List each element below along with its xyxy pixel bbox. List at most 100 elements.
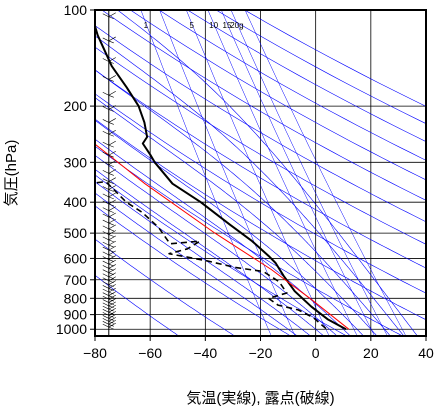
wind-barb: [102, 192, 116, 200]
mixing-ratio-line: [230, 10, 388, 336]
moist-adiabat-line: [95, 154, 338, 336]
wind-barb: [102, 12, 116, 20]
moist-adiabat-line: [117, 10, 418, 336]
moist-adiabat-line: [95, 35, 405, 336]
wind-barb: [102, 140, 116, 148]
y-tick-label: 1000: [56, 321, 87, 337]
dewpoint-profile-line: [95, 180, 328, 330]
dry-adiabat-line: [158, 10, 426, 161]
wind-barb: [102, 291, 116, 298]
wind-barb: [102, 105, 116, 112]
dry-adiabat-line: [95, 145, 403, 336]
grid-layer: [95, 10, 426, 336]
wind-barb: [102, 218, 116, 226]
mixing-ratio-line: [186, 10, 330, 336]
wind-barb: [102, 298, 116, 305]
wind-barb: [102, 294, 116, 302]
wind-barb: [102, 314, 116, 321]
mixing-ratio-line: [244, 10, 407, 336]
wind-barb: [102, 212, 116, 220]
wind-barb: [102, 245, 116, 253]
wind-barb: [102, 311, 116, 318]
dry-adiabat-line: [95, 25, 426, 223]
x-tick-label: −60: [138, 345, 162, 361]
dry-adiabat-line: [187, 10, 426, 142]
wind-barb: [102, 322, 116, 330]
dry-adiabat-line: [95, 46, 426, 245]
wind-barb: [102, 250, 116, 258]
dry-adiabat-line: [95, 93, 426, 294]
dry-adiabat-line: [215, 10, 426, 124]
mixing-ratio-label: 5: [189, 21, 194, 30]
y-tick-label: 400: [64, 194, 88, 210]
wind-barb: [102, 75, 116, 82]
wind-barb: [102, 230, 116, 237]
y-tick-label: 600: [64, 250, 88, 266]
y-tick-label: 900: [64, 307, 88, 323]
wind-barb: [102, 206, 116, 213]
y-tick-label: 200: [64, 98, 88, 114]
wind-barb: [102, 91, 116, 98]
dry-adiabat-line: [95, 69, 426, 269]
dry-adiabat-line: [95, 274, 180, 336]
x-tick-label: −20: [249, 345, 273, 361]
wind-barb: [102, 240, 116, 248]
wind-barb: [102, 317, 116, 324]
mixing-ratio-line: [140, 10, 272, 336]
wind-barb: [102, 160, 116, 167]
moist-adiabat-line: [95, 119, 364, 336]
moist-adiabat-line: [95, 97, 378, 336]
x-tick-label: 40: [418, 345, 434, 361]
wind-barb: [102, 284, 116, 291]
wind-barb: [102, 36, 116, 44]
wind-barb: [102, 177, 116, 184]
dry-adiabat-line: [130, 10, 426, 181]
mixing-ratio-line: [207, 10, 358, 336]
wind-barb: [102, 199, 116, 207]
y-tick-label: 500: [64, 225, 88, 241]
wind-barb: [102, 308, 116, 315]
moist-adiabat-line: [95, 192, 298, 336]
parcel-path-line: [95, 143, 350, 330]
temperature-profile-line: [95, 22, 347, 331]
y-tick-label: 700: [64, 272, 88, 288]
mixing-ratio-label: 15: [223, 21, 232, 30]
wind-barb: [102, 301, 116, 309]
wind-barb: [102, 57, 116, 64]
x-tick-label: 20: [363, 345, 379, 361]
series-layer: [95, 22, 350, 331]
mixing-ratio-label: 10: [209, 21, 218, 30]
wind-barb: [102, 287, 116, 295]
dry-adiabat-line: [95, 205, 291, 336]
x-tick-label: −80: [83, 345, 107, 361]
y-tick-label: 300: [64, 154, 88, 170]
moist-adiabat-line: [95, 168, 325, 336]
wind-barb: [102, 320, 116, 327]
x-tick-label: 0: [312, 345, 320, 361]
y-tick-label: 100: [64, 2, 88, 18]
moist-adiabat-line: [95, 181, 311, 336]
dry-adiabat-line: [101, 10, 426, 201]
mixing-ratio-label: 1: [144, 21, 149, 30]
wind-barb: [102, 169, 116, 176]
wind-barb: [102, 304, 116, 312]
wind-barb: [102, 150, 116, 158]
dry-adiabat-line: [95, 118, 426, 321]
mixing-ratio-line: [159, 10, 296, 336]
mixing-ratio-line: [221, 10, 375, 336]
wind-barb: [102, 255, 116, 262]
wind-barb: [102, 224, 116, 232]
wind-barb: [102, 118, 116, 125]
y-tick-label: 800: [64, 290, 88, 306]
wind-barb: [102, 129, 116, 137]
wind-barbs: [102, 10, 116, 336]
wind-barb: [102, 185, 116, 192]
moist-adiabat-line: [95, 138, 351, 336]
wind-barb: [102, 235, 116, 243]
x-tick-label: −40: [193, 345, 217, 361]
x-axis-label: 気温(実線), 露点(破線): [186, 390, 334, 407]
y-axis-label: 気圧(hPa): [3, 140, 20, 207]
